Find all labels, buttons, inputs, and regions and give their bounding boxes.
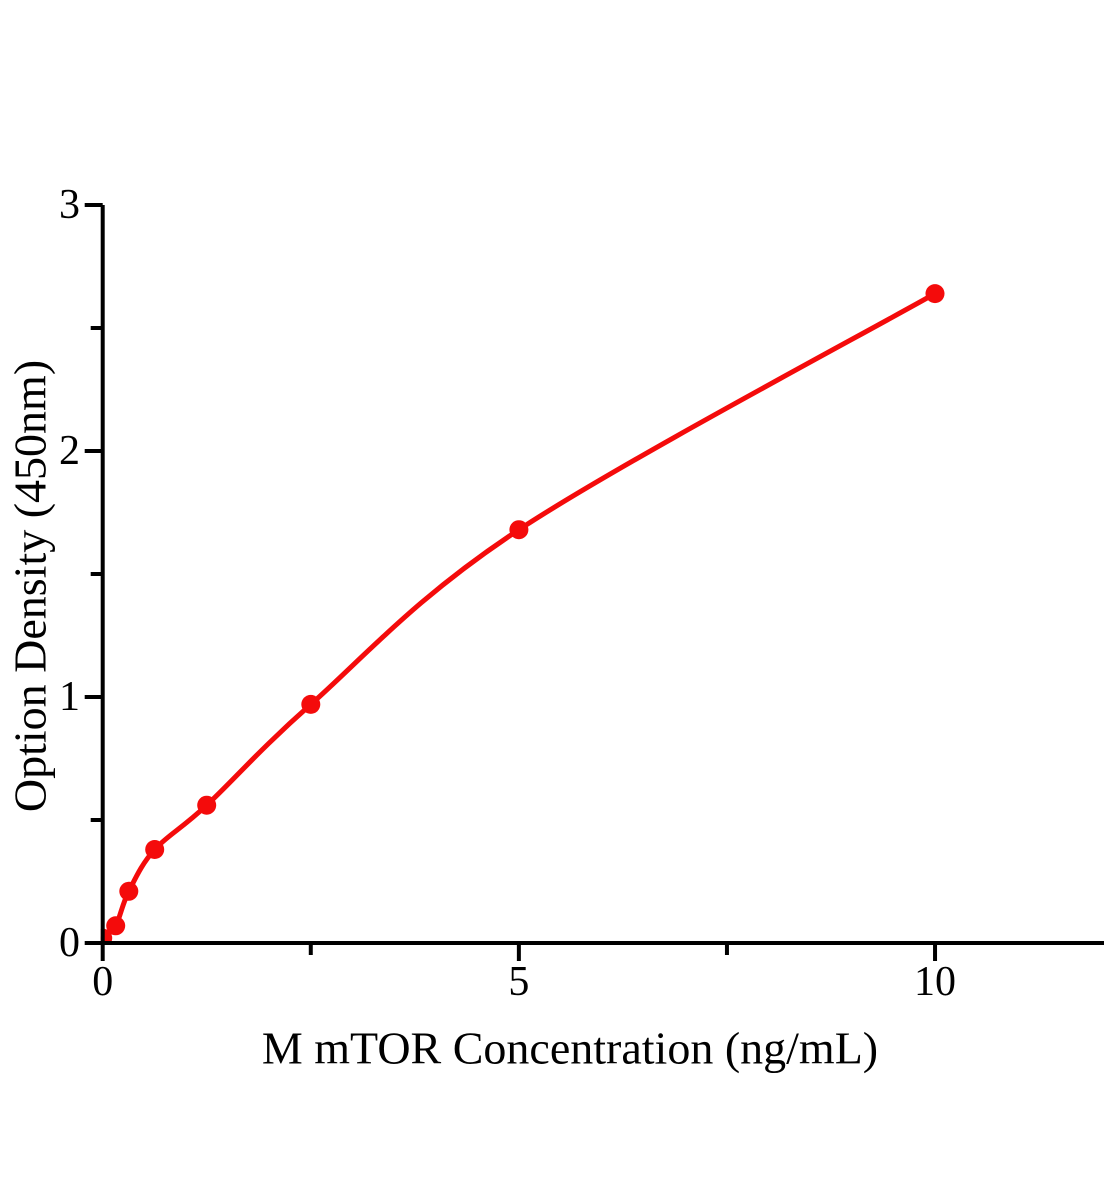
data-point-marker (301, 694, 321, 714)
data-point-marker (145, 840, 165, 859)
data-point-marker (197, 795, 217, 815)
y-tick-label: 1 (59, 674, 80, 720)
data-point-marker (106, 916, 126, 936)
x-axis-title: M mTOR Concentration (ng/mL) (262, 1023, 878, 1074)
data-point-marker (925, 284, 945, 304)
y-axis-title: Option Density (450nm) (5, 360, 56, 812)
data-point-marker (509, 520, 529, 540)
x-tick-label: 10 (914, 959, 956, 1005)
y-tick-label: 2 (59, 428, 80, 474)
x-tick-label: 0 (92, 959, 113, 1005)
data-point-marker (119, 881, 139, 901)
x-tick-label: 5 (508, 959, 529, 1005)
plot-area: 0 5 10 0 1 2 3 (59, 182, 1104, 1005)
y-tick-label: 0 (59, 920, 80, 966)
series-group (100, 284, 945, 945)
standard-curve-line (100, 291, 938, 941)
y-tick-label: 3 (59, 182, 80, 228)
